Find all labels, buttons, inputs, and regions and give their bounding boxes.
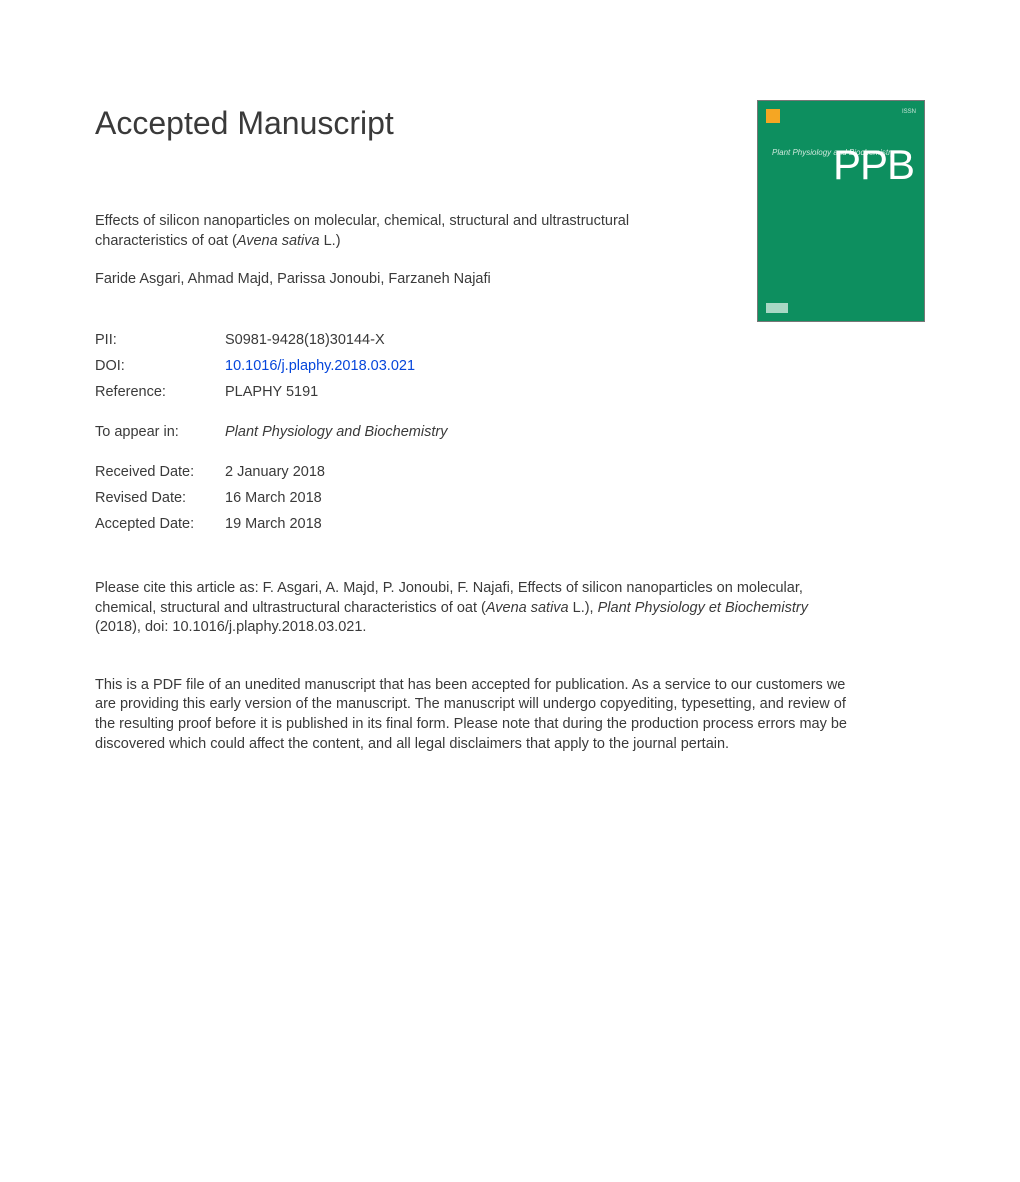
metadata-table: PII: S0981-9428(18)30144-X DOI: 10.1016/… (95, 327, 447, 537)
table-row: DOI: 10.1016/j.plaphy.2018.03.021 (95, 353, 447, 379)
pii-value: S0981-9428(18)30144-X (225, 327, 447, 353)
accepted-value: 19 March 2018 (225, 511, 447, 537)
publisher-mark-icon (766, 109, 780, 123)
title-block: Effects of silicon nanoparticles on mole… (95, 212, 705, 287)
citation-mid: L.), (569, 600, 598, 616)
reference-label: Reference: (95, 379, 225, 405)
disclaimer-text: This is a PDF file of an unedited manusc… (95, 676, 855, 754)
table-row: To appear in: Plant Physiology and Bioch… (95, 419, 447, 445)
table-row: Reference: PLAPHY 5191 (95, 379, 447, 405)
article-authors: Faride Asgari, Ahmad Majd, Parissa Jonou… (95, 271, 705, 287)
citation-text: Please cite this article as: F. Asgari, … (95, 579, 835, 638)
received-label: Received Date: (95, 459, 225, 485)
table-row: Revised Date: 16 March 2018 (95, 485, 447, 511)
cover-footer-mark-icon (766, 303, 788, 313)
cover-issn-label: ISSN (902, 109, 916, 115)
received-value: 2 January 2018 (225, 459, 447, 485)
reference-value: PLAPHY 5191 (225, 379, 447, 405)
journal-cover-thumbnail: ISSN Plant Physiology and Biochemistry P… (757, 100, 925, 322)
pii-label: PII: (95, 327, 225, 353)
table-row: Received Date: 2 January 2018 (95, 459, 447, 485)
revised-label: Revised Date: (95, 485, 225, 511)
table-row: Accepted Date: 19 March 2018 (95, 511, 447, 537)
article-title-species: Avena sativa (237, 233, 320, 249)
appear-value: Plant Physiology and Biochemistry (225, 424, 447, 440)
doi-label: DOI: (95, 353, 225, 379)
cover-journal-abbrev: PPB (833, 141, 914, 189)
article-title-text-1: Effects of silicon nanoparticles on mole… (95, 213, 629, 249)
revised-value: 16 March 2018 (225, 485, 447, 511)
article-title-text-2: L.) (320, 233, 341, 249)
table-row: PII: S0981-9428(18)30144-X (95, 327, 447, 353)
citation-species: Avena sativa (486, 600, 569, 616)
accepted-label: Accepted Date: (95, 511, 225, 537)
citation-journal: Plant Physiology et Biochemistry (598, 600, 808, 616)
article-title: Effects of silicon nanoparticles on mole… (95, 212, 705, 251)
appear-label: To appear in: (95, 419, 225, 445)
doi-link[interactable]: 10.1016/j.plaphy.2018.03.021 (225, 358, 415, 374)
citation-suffix: (2018), doi: 10.1016/j.plaphy.2018.03.02… (95, 619, 366, 635)
